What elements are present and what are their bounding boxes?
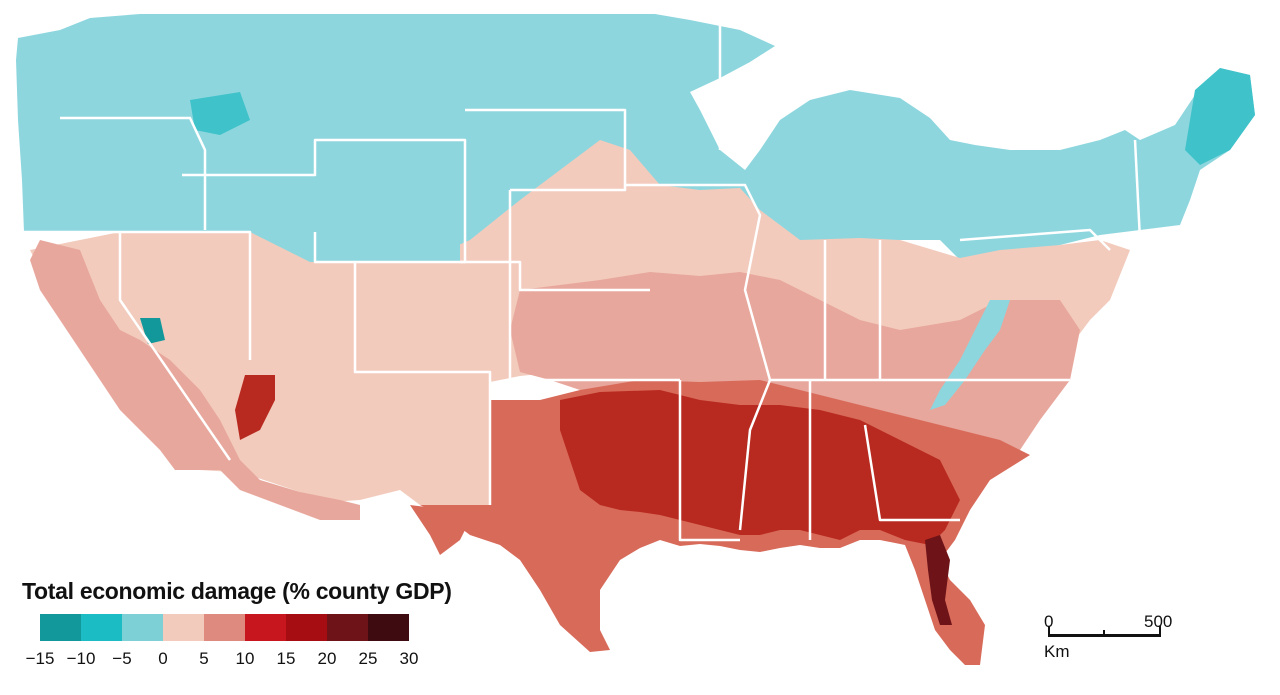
border-line bbox=[863, 424, 960, 522]
legend-swatch bbox=[245, 614, 286, 641]
border-line bbox=[678, 380, 740, 542]
border-line bbox=[1133, 139, 1142, 241]
border-line bbox=[460, 260, 650, 292]
legend-swatch bbox=[122, 614, 163, 641]
region-colorado-cool bbox=[320, 140, 460, 262]
region-idaho-cool bbox=[190, 92, 250, 135]
border-line bbox=[738, 379, 772, 531]
legend-swatch bbox=[286, 614, 327, 641]
border-line bbox=[959, 228, 1111, 251]
legend-tick-label: −15 bbox=[25, 649, 55, 668]
legend-tick-label: 30 bbox=[399, 649, 419, 668]
map-base bbox=[16, 14, 1255, 665]
border-line bbox=[60, 116, 207, 230]
legend-color-bar bbox=[40, 614, 409, 641]
legend-tick-label: −10 bbox=[66, 649, 96, 668]
region-arizona-dark bbox=[235, 375, 275, 440]
scale-start-label: 0 bbox=[1044, 612, 1054, 631]
region-southwest-warm bbox=[30, 240, 360, 520]
scale-tick bbox=[1103, 630, 1105, 637]
border-line bbox=[465, 108, 627, 192]
region-appalachia-cool bbox=[930, 300, 1010, 410]
scale-bar: 0 500 Km bbox=[1044, 612, 1174, 672]
scale-tick bbox=[1048, 626, 1050, 637]
border-line bbox=[625, 183, 772, 381]
state-borders bbox=[24, 20, 1142, 542]
legend-swatch bbox=[81, 614, 122, 641]
legend-swatch bbox=[368, 614, 409, 641]
border-line bbox=[353, 262, 492, 505]
legend-tick-label: 20 bbox=[317, 649, 337, 668]
scale-unit-label: Km bbox=[1044, 642, 1070, 661]
legend-tick-label: −5 bbox=[112, 649, 132, 668]
region-maine-cool bbox=[1185, 68, 1255, 165]
legend-title: Total economic damage (% county GDP) bbox=[22, 578, 452, 604]
border-line bbox=[508, 190, 680, 382]
legend-tick-label: 15 bbox=[276, 649, 296, 668]
border-line bbox=[118, 232, 232, 461]
scale-tick bbox=[1159, 626, 1161, 637]
legend-swatch bbox=[40, 614, 81, 641]
region-florida-dark bbox=[925, 535, 952, 625]
legend-tick-label: 5 bbox=[199, 649, 209, 668]
region-texas-west bbox=[410, 505, 470, 555]
border-line bbox=[24, 230, 252, 360]
legend-swatch bbox=[204, 614, 245, 641]
border-line bbox=[182, 138, 467, 264]
legend-swatch bbox=[163, 614, 204, 641]
legend-swatch bbox=[327, 614, 368, 641]
legend-tick-label: 10 bbox=[235, 649, 255, 668]
scale-end-label: 500 bbox=[1144, 612, 1173, 631]
region-south-dark bbox=[560, 390, 960, 545]
legend-tick-label: 0 bbox=[158, 649, 168, 668]
legend-tick-label: 25 bbox=[358, 649, 378, 668]
legend-tick-labels: −15 −10 −5 0 5 10 15 20 25 30 bbox=[0, 649, 460, 673]
